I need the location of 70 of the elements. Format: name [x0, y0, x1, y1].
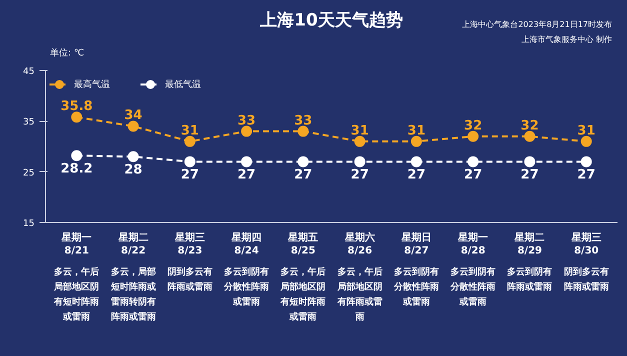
point: [298, 156, 309, 168]
data-label: 28.2: [60, 162, 93, 177]
point: [354, 156, 366, 168]
chart-title: 上海10天天气趋势: [259, 10, 403, 30]
text: 上海市气象服务中心 制作: [521, 35, 612, 44]
data-label: 31: [577, 123, 596, 138]
legend-label: 最低气温: [165, 78, 201, 90]
point: [468, 130, 479, 142]
point: [71, 150, 82, 162]
y-axis-title: 单位: ℃: [50, 48, 84, 58]
point: [354, 136, 366, 147]
data-label: 27: [180, 168, 199, 183]
legend-label: 最高气温: [74, 78, 110, 90]
x-tick-label: 星期日 8/27: [400, 232, 432, 257]
text: 多云，午后局部地区阴有短时阵雨或雷雨: [53, 266, 100, 322]
text: 多云，局部短时阵雨或雷雨转阴有阵雨或雷雨: [110, 266, 156, 322]
point: [184, 136, 196, 147]
y-tick-label: 15: [23, 219, 34, 229]
y-tick-label: 35: [23, 118, 34, 128]
y-tick-label: 25: [23, 168, 34, 178]
x-tick-label: 星期六 8/26: [344, 232, 375, 257]
data-label: 35.8: [60, 99, 93, 114]
point: [580, 136, 592, 147]
text: 多云到阴有分散性阵雨或雷雨: [223, 266, 270, 308]
text: 多云，午后局部地区阴有阵雨或雷雨: [336, 266, 382, 322]
point: [128, 151, 139, 162]
data-label: 27: [350, 168, 369, 183]
y-tick-label: 45: [23, 67, 34, 77]
text: 阴到多云有阵雨或雷雨: [167, 266, 212, 292]
data-label: 33: [294, 113, 312, 128]
data-label: 27: [238, 168, 256, 183]
data-label: 27: [520, 168, 539, 183]
x-tick-label: 星期二 8/29: [514, 232, 545, 257]
x-tick-label: 星期三 8/23: [174, 232, 205, 257]
point: [410, 136, 422, 147]
point: [241, 156, 252, 168]
text: 上海中心气象台2023年8月21日17时发布: [462, 20, 612, 29]
text: 多云到阴有阵雨或雷雨: [507, 266, 552, 292]
point: [184, 156, 196, 168]
x-tick-label: 星期五 8/25: [287, 232, 318, 257]
point: [298, 126, 309, 137]
data-label: 34: [124, 108, 142, 124]
data-label: 27: [464, 168, 482, 183]
data-label: 32: [520, 118, 539, 134]
point: [468, 156, 479, 168]
x-tick-label: 星期一 8/28: [457, 232, 488, 257]
point: [524, 130, 536, 142]
data-label: 31: [350, 123, 369, 138]
text: 多云，午后局部地区阴有短时阵雨或雷雨: [280, 266, 326, 322]
x-tick-label: 星期四 8/24: [230, 232, 262, 257]
data-label: 32: [464, 118, 482, 134]
data-label: 33: [238, 113, 256, 128]
data-label: 31: [407, 123, 426, 138]
data-label: 28: [124, 162, 142, 178]
point: [241, 126, 252, 137]
point: [410, 156, 422, 168]
point: [524, 156, 536, 168]
data-label: 31: [180, 123, 199, 138]
x-tick-label: 星期二 8/22: [117, 232, 148, 257]
data-label: 27: [407, 168, 426, 183]
text: 多云到阴有分散性阵雨或雷雨: [392, 266, 439, 308]
point: [128, 120, 139, 132]
text: 阴到多云有阵雨或雷雨: [564, 266, 609, 292]
x-tick-label: 星期三 8/30: [570, 232, 602, 257]
data-label: 27: [577, 168, 596, 183]
data-label: 27: [294, 168, 312, 183]
point: [580, 156, 592, 168]
text: 多云到阴有分散性阵雨或雷雨: [450, 266, 496, 308]
x-tick-label: 星期一 8/21: [60, 232, 92, 257]
point: [71, 112, 82, 123]
